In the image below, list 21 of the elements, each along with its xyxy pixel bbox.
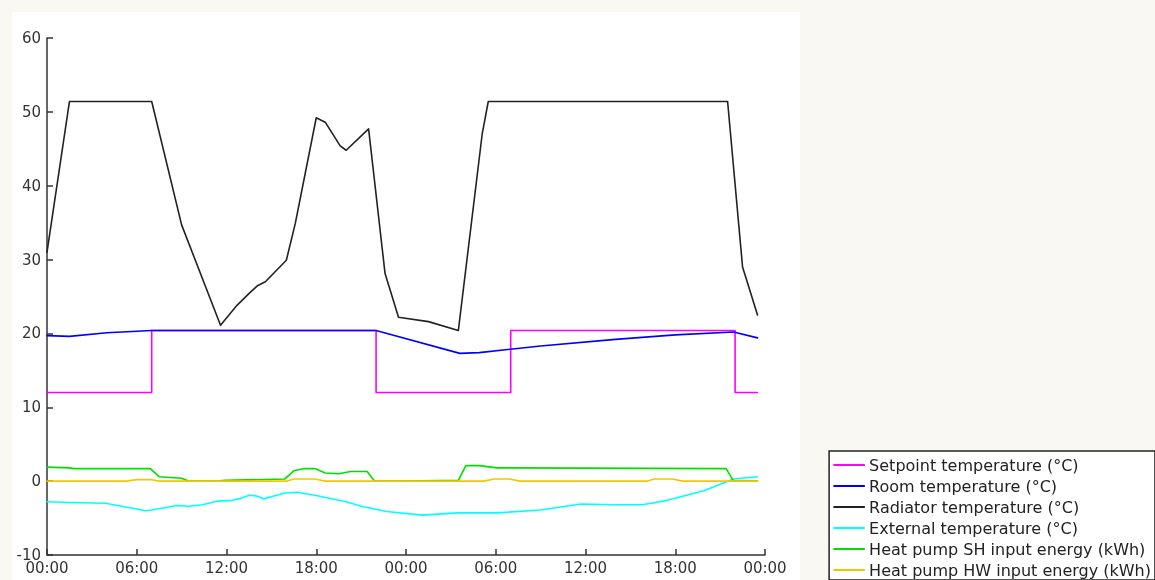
y-tick-label: 20 — [21, 324, 41, 343]
legend-label: Room temperature (°C) — [869, 476, 1058, 496]
x-tick-label: 00:00 — [743, 558, 787, 577]
y-tick-label: 30 — [21, 250, 41, 269]
legend-label: Radiator temperature (°C) — [869, 497, 1080, 517]
x-tick-label: 18:00 — [653, 558, 697, 577]
x-tick-label: 12:00 — [563, 558, 608, 577]
legend-label: Heat pump SH input energy (kWh) — [869, 539, 1146, 559]
x-tick-label: 12:00 — [204, 558, 249, 577]
y-tick-label: 60 — [21, 29, 41, 47]
x-tick-label: 06:00 — [474, 558, 518, 577]
legend-label: Setpoint temperature (°C) — [869, 455, 1079, 475]
x-tick-label: 06:00 — [115, 558, 159, 577]
y-tick-label: 10 — [21, 398, 41, 417]
x-tick-label: 00:00 — [384, 558, 428, 577]
legend-label: External temperature (°C) — [869, 518, 1078, 538]
legend-label: Heat pump HW input energy (kWh) — [869, 560, 1151, 580]
y-tick-label: 0 — [31, 472, 41, 491]
x-tick-label: 18:00 — [294, 558, 338, 577]
y-tick-label: 50 — [21, 102, 41, 121]
y-tick-label: 40 — [21, 176, 41, 195]
